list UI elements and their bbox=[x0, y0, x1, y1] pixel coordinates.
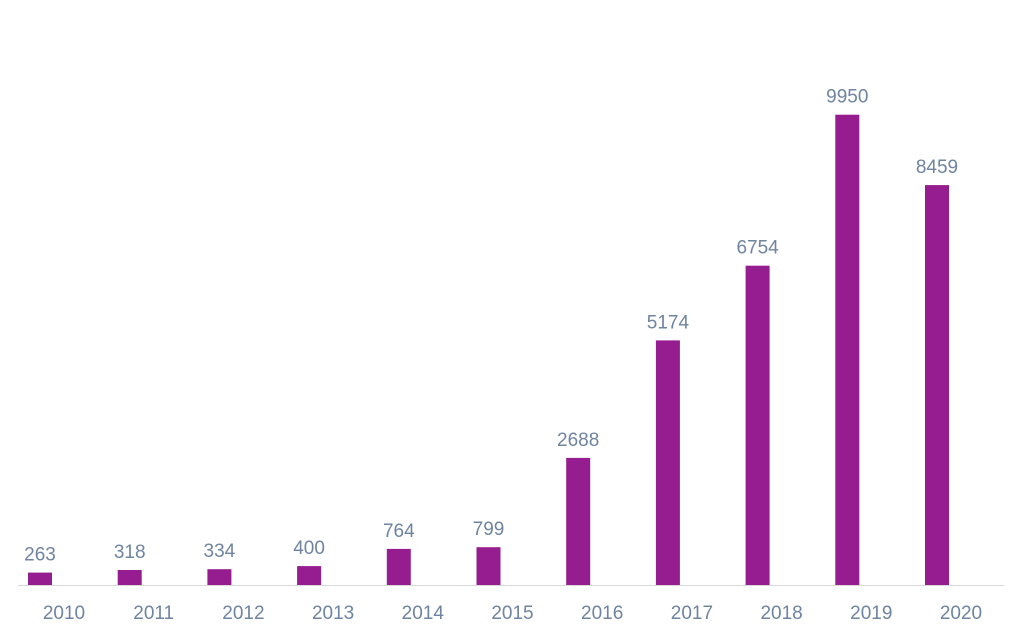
x-tick-label-2020: 2020 bbox=[940, 603, 982, 624]
x-tick-label-2011: 2011 bbox=[133, 603, 174, 624]
bars-group bbox=[28, 114, 949, 585]
x-tick-labels-group: 2010 2011 2012 2013 2014 2015 2016 2017 2018 2019… bbox=[43, 603, 982, 624]
bar-2011 bbox=[117, 570, 142, 585]
x-tick-label-2015: 2015 bbox=[491, 603, 533, 624]
x-tick-label-2014: 2014 bbox=[402, 603, 445, 624]
bar-2012 bbox=[207, 569, 232, 585]
value-label-2019: 9950 bbox=[826, 87, 868, 108]
value-label-2014: 764 bbox=[383, 521, 415, 542]
bar-2017 bbox=[655, 340, 680, 585]
bar-2020 bbox=[925, 185, 949, 585]
value-labels-group: 263 318 334 400 764 799 2688 5174 6754 9950 8459 bbox=[24, 87, 958, 566]
value-label-2012: 334 bbox=[204, 541, 236, 562]
bar-2015 bbox=[476, 547, 501, 585]
value-label-2010: 263 bbox=[24, 545, 56, 566]
bar-2016 bbox=[566, 457, 591, 585]
x-tick-label-2010: 2010 bbox=[43, 603, 85, 624]
bar-2018 bbox=[745, 265, 770, 585]
x-tick-label-2013: 2013 bbox=[312, 603, 354, 624]
bar-2014 bbox=[386, 548, 411, 585]
value-label-2017: 5174 bbox=[647, 312, 690, 333]
x-tick-label-2012: 2012 bbox=[222, 603, 264, 624]
value-label-2020: 8459 bbox=[916, 157, 958, 178]
bar-2013 bbox=[297, 566, 322, 585]
value-label-2011: 318 bbox=[114, 542, 146, 563]
value-label-2013: 400 bbox=[293, 538, 325, 559]
x-tick-label-2019: 2019 bbox=[850, 603, 892, 624]
x-tick-label-2016: 2016 bbox=[581, 603, 623, 624]
bar-2010 bbox=[28, 572, 52, 585]
value-label-2018: 6754 bbox=[736, 238, 779, 259]
value-label-2016: 2688 bbox=[557, 430, 599, 451]
x-tick-label-2017: 2017 bbox=[671, 603, 713, 624]
bar-2019 bbox=[835, 114, 860, 585]
value-label-2015: 799 bbox=[473, 519, 505, 540]
x-tick-label-2018: 2018 bbox=[760, 603, 802, 624]
